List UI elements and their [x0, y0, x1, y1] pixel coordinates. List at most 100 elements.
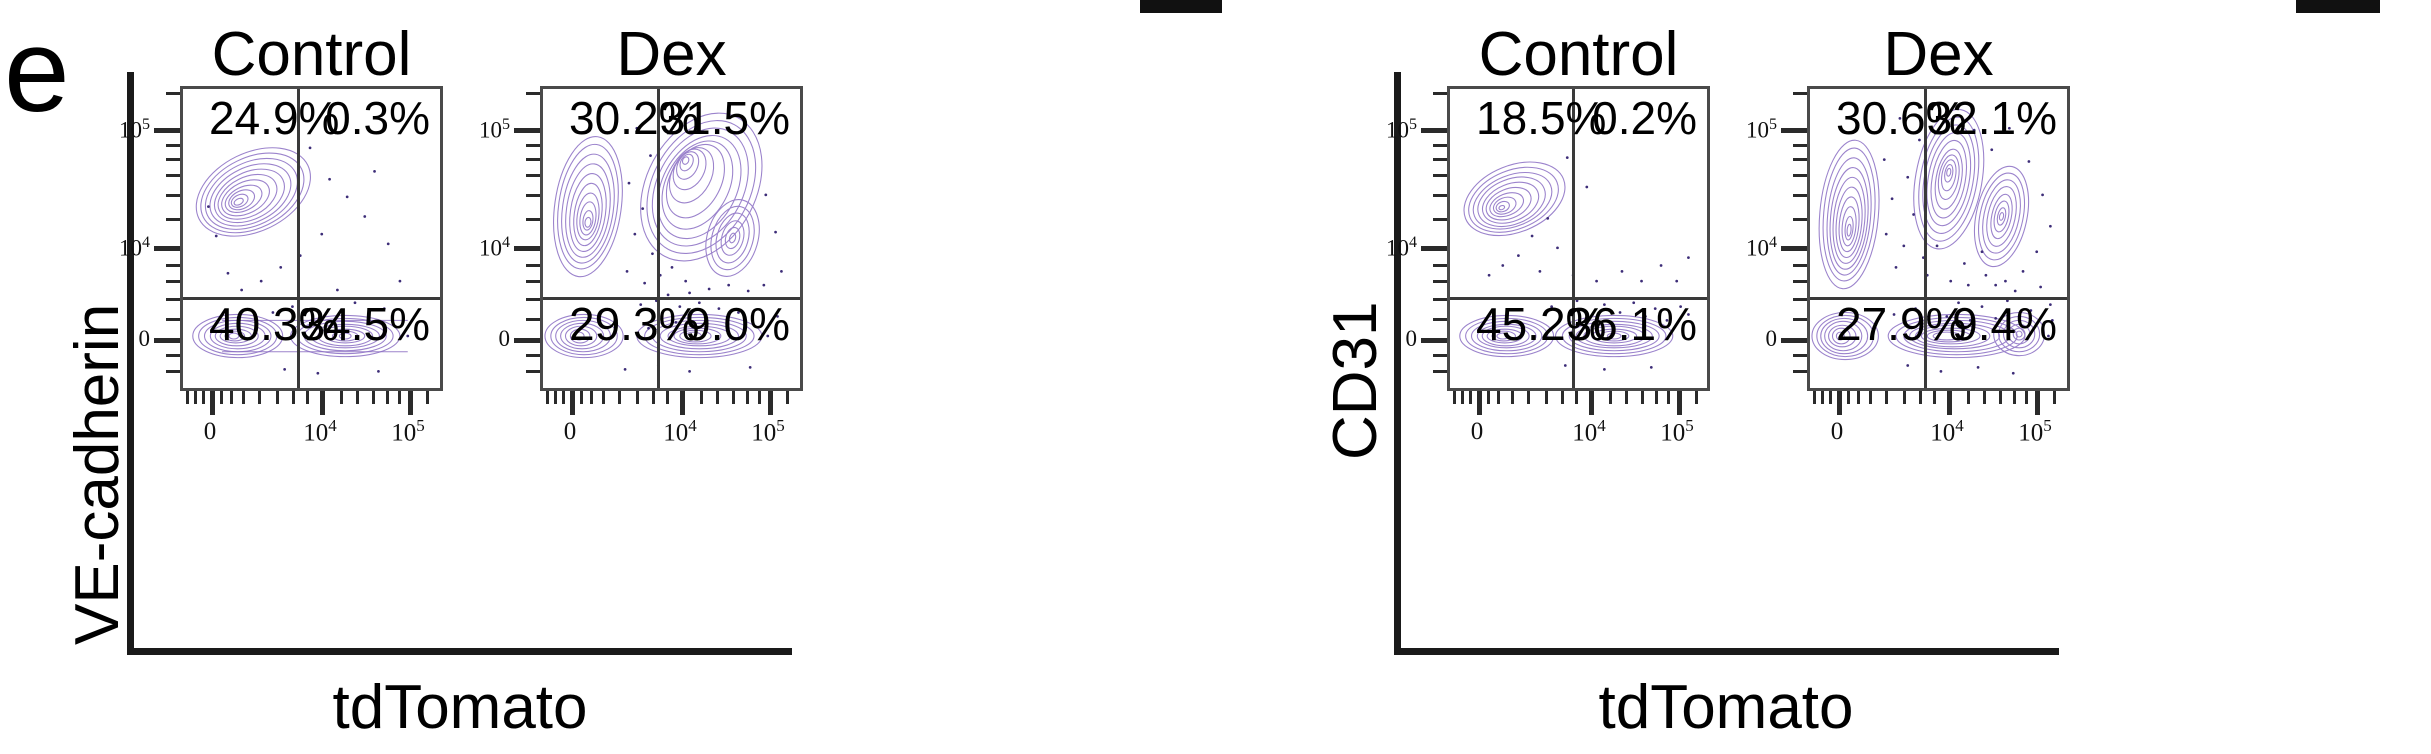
y-tick-minor [1433, 318, 1447, 321]
x-tick-minor [230, 391, 233, 404]
y-tick-label-1e4: 104 [119, 234, 150, 261]
y-tick-major [1421, 128, 1447, 133]
x-tick-label-1e4: 104 [663, 416, 697, 447]
x-tick-major [2035, 391, 2040, 415]
x-tick-minor [602, 391, 605, 404]
y-tick-minor [166, 174, 180, 177]
y-tick-label-1e4: 104 [1386, 234, 1417, 261]
y-tick-label-0: 0 [1405, 326, 1418, 351]
y-tick-minor [1793, 174, 1807, 177]
y-tick-minor [1433, 370, 1447, 373]
quadrant-vertical-divider [657, 89, 660, 388]
y-tick-label-0: 0 [498, 326, 511, 351]
y-tick-minor [1793, 92, 1807, 95]
x-tick-minor [1545, 391, 1548, 404]
y-tick-label-0: 0 [1765, 326, 1778, 351]
plot-title-cd31-dex: Dex [1883, 20, 1994, 89]
x-tick-minor [580, 391, 583, 404]
quadrant-vertical-divider [1924, 89, 1927, 388]
y-tick-major [1781, 338, 1807, 343]
quadrant-percent-lower-right: 36.1% [1566, 298, 1697, 350]
x-tick-minor [716, 391, 719, 404]
x-tick-minor [1641, 391, 1644, 404]
x-tick-major [408, 391, 413, 415]
y-tick-major [154, 128, 180, 133]
x-tick-minor [652, 391, 655, 404]
y-tick-minor [1793, 144, 1807, 147]
y-tick-minor [526, 158, 540, 161]
y-tick-minor [526, 298, 540, 301]
group-cd31: CD31 tdTomato Control [1310, 0, 2431, 754]
y-tick-minor [526, 280, 540, 283]
y-tick-minor [526, 194, 540, 197]
quadrant-horizontal-divider [1810, 297, 2067, 300]
y-tick-minor [1793, 280, 1807, 283]
y-tick-label-1e5: 105 [119, 116, 150, 143]
y-tick-major [514, 128, 540, 133]
plot-ve-cadherin-control: Control [119, 24, 443, 446]
x-tick-minor [636, 391, 639, 404]
y-tick-minor [1793, 158, 1807, 161]
x-tick-minor [1919, 391, 1922, 404]
y-tick-minor [1793, 354, 1807, 357]
x-tick-major [1589, 391, 1594, 415]
y-tick-minor [1793, 194, 1807, 197]
x-tick-major [1837, 391, 1842, 415]
x-tick-minor [1527, 391, 1530, 404]
y-tick-minor [166, 318, 180, 321]
x-tick-minor [186, 391, 189, 404]
x-tick-label-1e4: 104 [303, 416, 337, 447]
quadrant-horizontal-divider [183, 297, 440, 300]
y-tick-minor [1433, 174, 1447, 177]
y-tick-minor [166, 280, 180, 283]
x-tick-minor [1461, 391, 1464, 404]
x-tick-minor [1511, 391, 1514, 404]
x-tick-minor [746, 391, 749, 404]
x-tick-minor [562, 391, 565, 404]
y-tick-minor [1793, 318, 1807, 321]
y-tick-major [1421, 338, 1447, 343]
y-tick-label-0: 0 [138, 326, 151, 351]
x-tick-minor [1967, 391, 1970, 404]
x-tick-minor [194, 391, 197, 404]
y-tick-label-1e5: 105 [1386, 116, 1417, 143]
y-tick-label-1e5: 105 [1746, 116, 1777, 143]
plot-frame: 24.9% 0.3% 40.3% 34.5% [180, 86, 443, 391]
x-tick-minor [618, 391, 621, 404]
scale-bar-left [1140, 0, 1222, 13]
x-tick-major [768, 391, 773, 415]
y-tick-major [154, 338, 180, 343]
quadrant-percent-lower-left: 40.3% [209, 298, 340, 350]
x-tick-label-0: 0 [1470, 418, 1484, 445]
y-tick-major [154, 246, 180, 251]
x-tick-minor [1885, 391, 1888, 404]
y-tick-major [514, 338, 540, 343]
quadrant-horizontal-divider [1450, 297, 1707, 300]
x-tick-minor [2013, 391, 2016, 404]
y-tick-minor [526, 370, 540, 373]
y-tick-minor [166, 354, 180, 357]
x-tick-label-1e5: 105 [2018, 416, 2052, 447]
x-tick-label-0: 0 [203, 418, 217, 445]
x-axis-label-cd31: tdTomato [1598, 673, 1854, 742]
y-tick-minor [166, 158, 180, 161]
x-tick-minor [1999, 391, 2002, 404]
quadrant-percent-upper-right: 0.2% [1592, 92, 1697, 144]
y-tick-minor [1433, 218, 1447, 221]
plot-cd31-control: Control [1386, 24, 1710, 446]
y-axis-line-ve-cadherin [127, 72, 134, 652]
plot-title-cd31-control: Control [1478, 20, 1679, 89]
y-tick-minor [166, 194, 180, 197]
group-ve-cadherin: VE-cadherin tdTomato Control [63, 24, 803, 742]
y-tick-minor [1433, 354, 1447, 357]
x-axis-label-ve-cadherin: tdTomato [332, 673, 588, 742]
x-tick-minor [1695, 391, 1698, 404]
x-tick-minor [546, 391, 549, 404]
quadrant-percent-lower-right: 34.5% [299, 298, 430, 350]
x-tick-label-1e5: 105 [391, 416, 425, 447]
x-tick-minor [1821, 391, 1824, 404]
y-tick-major [1781, 246, 1807, 251]
quadrant-horizontal-divider [543, 297, 800, 300]
y-tick-minor [166, 144, 180, 147]
